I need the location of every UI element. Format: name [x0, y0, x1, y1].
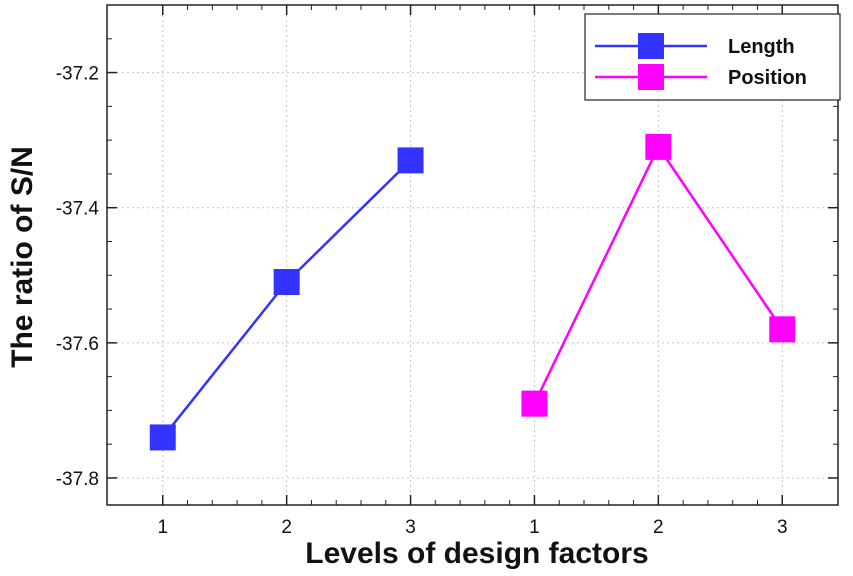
- data-point-length: [397, 147, 424, 174]
- legend-label-position: Position: [728, 67, 807, 89]
- axis-ticks: 1 2 3 1 2 3 -37.2 -37.4 -37.6 -37.8: [56, 4, 838, 538]
- y-tick-label: -37.6: [56, 334, 99, 355]
- data-point-position: [521, 390, 548, 417]
- y-tick-label: -37.8: [56, 469, 99, 490]
- x-tick-label: 3: [405, 517, 416, 538]
- grid-lines: [107, 5, 838, 505]
- plot-frame: [106, 4, 839, 506]
- data-point-position: [645, 133, 672, 160]
- y-tick-label: -37.2: [56, 64, 99, 85]
- legend-marker-length: [638, 33, 664, 59]
- legend: Length Position: [584, 13, 841, 101]
- y-axis-title: The ratio of S/N: [6, 146, 39, 368]
- x-tick-label: 1: [529, 517, 540, 538]
- data-point-position: [769, 316, 796, 343]
- x-tick-label: 2: [281, 517, 292, 538]
- x-tick-label: 3: [777, 517, 788, 538]
- series-layer: [149, 133, 796, 451]
- legend-label-length: Length: [728, 36, 795, 58]
- x-axis-title: Levels of design factors: [305, 537, 648, 570]
- legend-marker-position: [638, 64, 664, 90]
- x-tick-label: 2: [653, 517, 664, 538]
- legend-box: [584, 13, 841, 101]
- x-tick-label: 1: [157, 517, 168, 538]
- data-point-length: [273, 269, 300, 296]
- data-point-length: [149, 424, 176, 451]
- y-tick-label: -37.4: [56, 199, 100, 220]
